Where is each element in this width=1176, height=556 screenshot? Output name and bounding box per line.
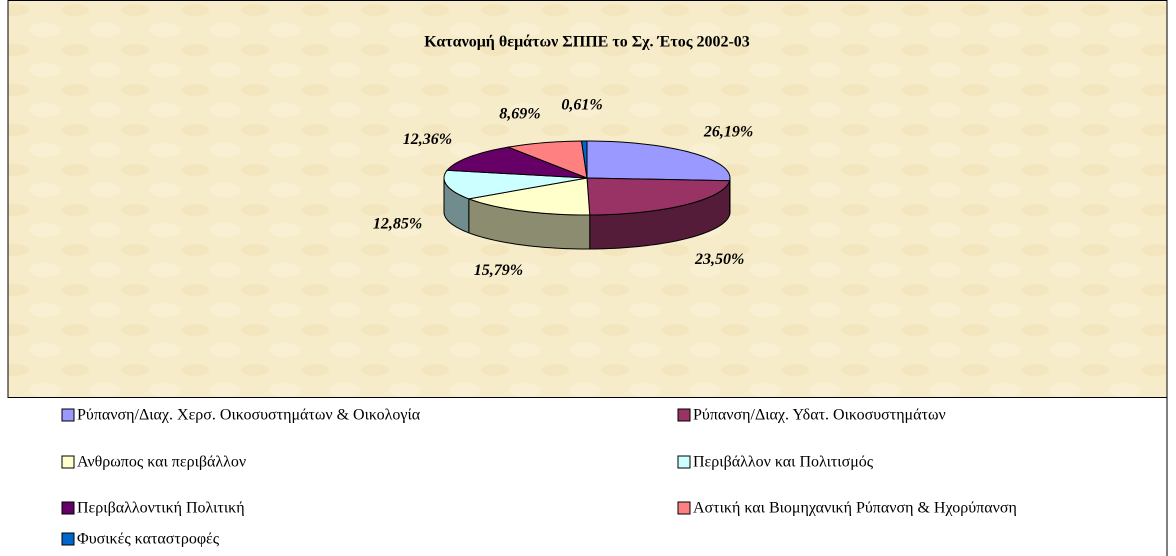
slice — [580, 140, 588, 179]
legend-swatch — [677, 501, 691, 515]
legend-label: Περιβαλλοντική Πολιτική — [77, 500, 245, 517]
legend-swatch — [61, 408, 75, 422]
legend-swatch — [61, 501, 75, 515]
slice — [586, 140, 731, 182]
chart-title: Κατανομή θεμάτων ΣΠΠΕ το Σχ. Έτος 2002-0… — [424, 34, 750, 51]
value-label: 23,50% — [694, 251, 744, 268]
legend-label: Ρύπανση/Διαχ. Χερσ. Οικοσυστημάτων & Οικ… — [77, 407, 421, 424]
legend-label: Ανθρωπος και περιβάλλον — [77, 454, 246, 471]
value-label: 0,61% — [561, 97, 602, 114]
value-label: 15,79% — [474, 262, 523, 279]
slice — [446, 146, 588, 179]
slice — [443, 169, 588, 200]
legend-swatch — [677, 455, 691, 469]
slice — [586, 177, 731, 216]
value-label: 12,36% — [403, 131, 452, 148]
value-label: 26,19% — [703, 123, 753, 140]
legend-label: Ρύπανση/Διαχ. Υδατ. Οικοσυστημάτων — [693, 407, 946, 424]
legend-label: Αστική και Βιομηχανική Ρύπανση & Ηχορύπα… — [693, 500, 1017, 517]
legend-label: Περιβάλλον και Πολιτισμός — [693, 454, 874, 471]
legend-swatch — [677, 408, 691, 422]
value-label: 8,69% — [499, 105, 540, 122]
value-label: 12,85% — [373, 216, 422, 233]
slice — [506, 140, 588, 179]
legend-label: Φυσικές καταστροφές — [77, 531, 220, 548]
legend-swatch — [61, 455, 75, 469]
legend-swatch — [61, 532, 75, 546]
slice — [466, 177, 591, 216]
